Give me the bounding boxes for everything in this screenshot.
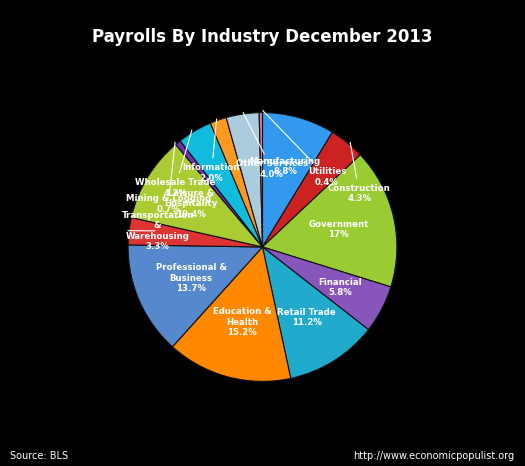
Wedge shape [262,247,391,329]
Text: Payrolls By Industry December 2013: Payrolls By Industry December 2013 [92,28,433,46]
Wedge shape [226,113,262,247]
Text: Education &
Health
15.2%: Education & Health 15.2% [213,308,272,337]
Wedge shape [175,141,262,247]
Text: Professional &
Business
13.7%: Professional & Business 13.7% [155,263,226,293]
Text: Mining & Logging
0.7%: Mining & Logging 0.7% [126,142,211,214]
Text: Information
2.0%: Information 2.0% [183,119,240,183]
Wedge shape [262,247,369,378]
Wedge shape [211,117,262,247]
Wedge shape [128,245,262,347]
Text: Transportation
&
Warehousing
3.3%: Transportation & Warehousing 3.3% [121,211,194,251]
Wedge shape [262,113,332,247]
Wedge shape [180,123,262,247]
Text: Manufacturing
8.8%: Manufacturing 8.8% [249,157,321,177]
Text: Other Services
4.0%: Other Services 4.0% [236,113,308,179]
Text: Utilities
0.4%: Utilities 0.4% [262,110,346,187]
Wedge shape [259,113,262,247]
Wedge shape [262,132,360,247]
Wedge shape [128,218,262,247]
Text: Financial
5.8%: Financial 5.8% [318,278,362,297]
Wedge shape [173,247,291,381]
Text: Leisure &
Hospitality
10.4%: Leisure & Hospitality 10.4% [164,189,218,219]
Wedge shape [262,155,397,287]
Wedge shape [131,144,262,247]
Text: http://www.economicpopulist.org: http://www.economicpopulist.org [353,452,514,461]
Text: Retail Trade
11.2%: Retail Trade 11.2% [277,308,336,327]
Text: Construction
4.3%: Construction 4.3% [328,142,391,203]
Text: Wholesale Trade
4.2%: Wholesale Trade 4.2% [135,130,215,198]
Text: Source: BLS: Source: BLS [10,452,69,461]
Text: Government
17%: Government 17% [308,220,369,239]
